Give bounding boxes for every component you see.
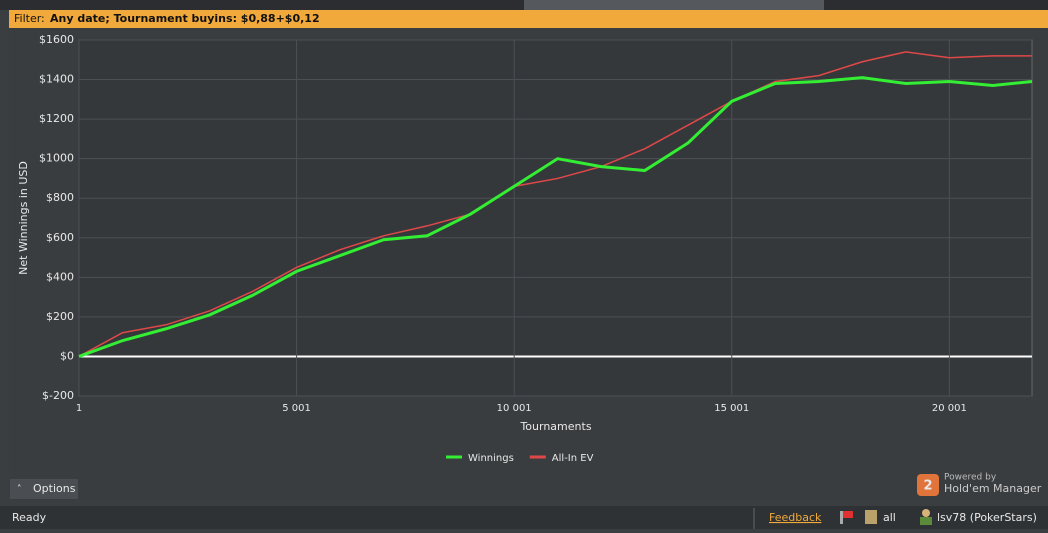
logo-badge [917,474,939,496]
flag-pole [840,511,843,524]
y-tick-label: $200 [46,310,74,323]
status-player[interactable]: lsv78 (PokerStars) [937,511,1037,524]
filter-text: Any date; Tournament buyins: $0,88+$0,12 [50,12,320,25]
y-tick-label: $400 [46,270,74,283]
y-tick-label: $-200 [42,389,74,402]
flag-icon [843,511,853,518]
y-tick-label: $0 [60,349,74,362]
logo-powered: Powered by [944,473,997,483]
y-axis-label: Net Winnings in USD [17,161,30,275]
tab[interactable] [524,0,824,10]
feedback-link[interactable]: Feedback [769,511,822,524]
plot-area [78,39,1033,397]
options-button[interactable] [10,479,78,499]
series-line [78,76,1033,358]
logo-product: Hold'em Manager [944,482,1042,495]
y-tick-label: $1000 [39,152,74,165]
y-tick-label: $800 [46,191,74,204]
x-tick-label: 5 001 [282,403,311,414]
filter-icon [865,510,877,524]
x-tick-label: 10 001 [497,403,532,414]
logo-number: 2 [923,479,932,494]
status-state: Ready [12,511,47,524]
player-icon-body [920,517,932,525]
options-label: Options [33,482,76,495]
y-tick-label: $1400 [39,73,74,86]
filter-label: Filter: [14,12,45,25]
status-filter[interactable]: all [883,511,896,524]
status-bar [0,506,1048,529]
legend-label: All-In EV [552,453,594,464]
legend-label: Winnings [468,453,514,464]
x-axis-label: Tournaments [519,420,591,433]
y-tick-label: $1600 [39,33,74,46]
options-caret: ˄ [17,485,22,495]
x-tick-label: 15 001 [714,403,749,414]
x-tick-label: 20 001 [932,403,967,414]
filter-bar [9,10,1048,28]
series-line [78,51,1032,358]
y-tick-label: $600 [46,231,74,244]
x-tick-label: 1 [76,403,82,414]
y-tick-label: $1200 [39,112,74,125]
player-icon-head [922,509,930,517]
